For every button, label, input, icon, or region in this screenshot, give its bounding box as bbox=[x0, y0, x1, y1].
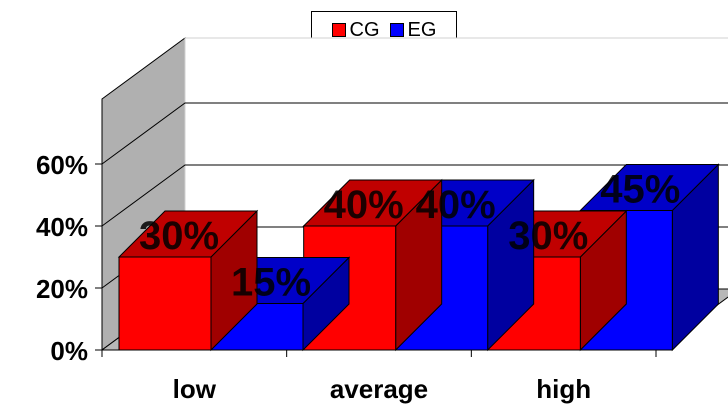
x-tick-label-low: low bbox=[173, 374, 217, 404]
data-label-cg-high: 30% bbox=[508, 214, 588, 258]
y-tick-label: 0% bbox=[50, 336, 88, 366]
data-label-eg-average: 40% bbox=[416, 183, 496, 227]
y-tick-label: 60% bbox=[36, 150, 88, 180]
data-label-cg-low: 30% bbox=[139, 214, 219, 258]
legend-item-eg: EG bbox=[389, 18, 437, 42]
legend-label-cg: CG bbox=[349, 18, 380, 41]
x-tick-label-high: high bbox=[536, 374, 591, 404]
legend-swatch-cg bbox=[331, 23, 346, 37]
data-label-eg-low: 15% bbox=[231, 261, 311, 305]
legend-swatch-eg bbox=[389, 23, 404, 37]
data-label-eg-high: 45% bbox=[600, 168, 680, 212]
gridline bbox=[101, 102, 728, 165]
y-tick-label: 20% bbox=[36, 274, 88, 304]
legend-item-cg: CG bbox=[331, 18, 380, 42]
legend-label-eg: EG bbox=[407, 18, 437, 41]
x-tick-label-average: average bbox=[330, 374, 428, 404]
bar-cg-low bbox=[117, 209, 259, 352]
gridline bbox=[101, 164, 728, 227]
y-tick-label: 40% bbox=[36, 212, 88, 242]
bar-front bbox=[118, 256, 212, 351]
data-label-cg-average: 40% bbox=[324, 183, 404, 227]
